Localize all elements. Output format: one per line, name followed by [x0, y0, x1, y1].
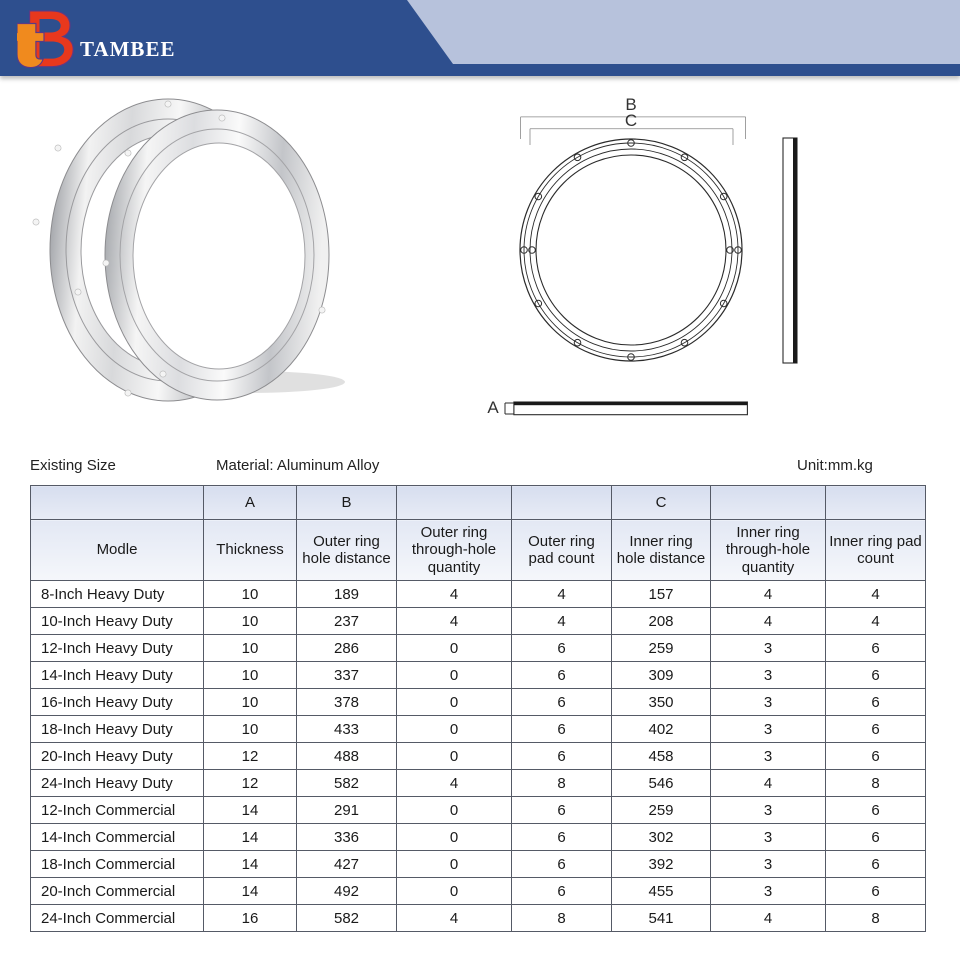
- svg-text:A: A: [487, 398, 499, 417]
- svg-text:C: C: [625, 111, 637, 130]
- svg-text:B: B: [625, 95, 636, 114]
